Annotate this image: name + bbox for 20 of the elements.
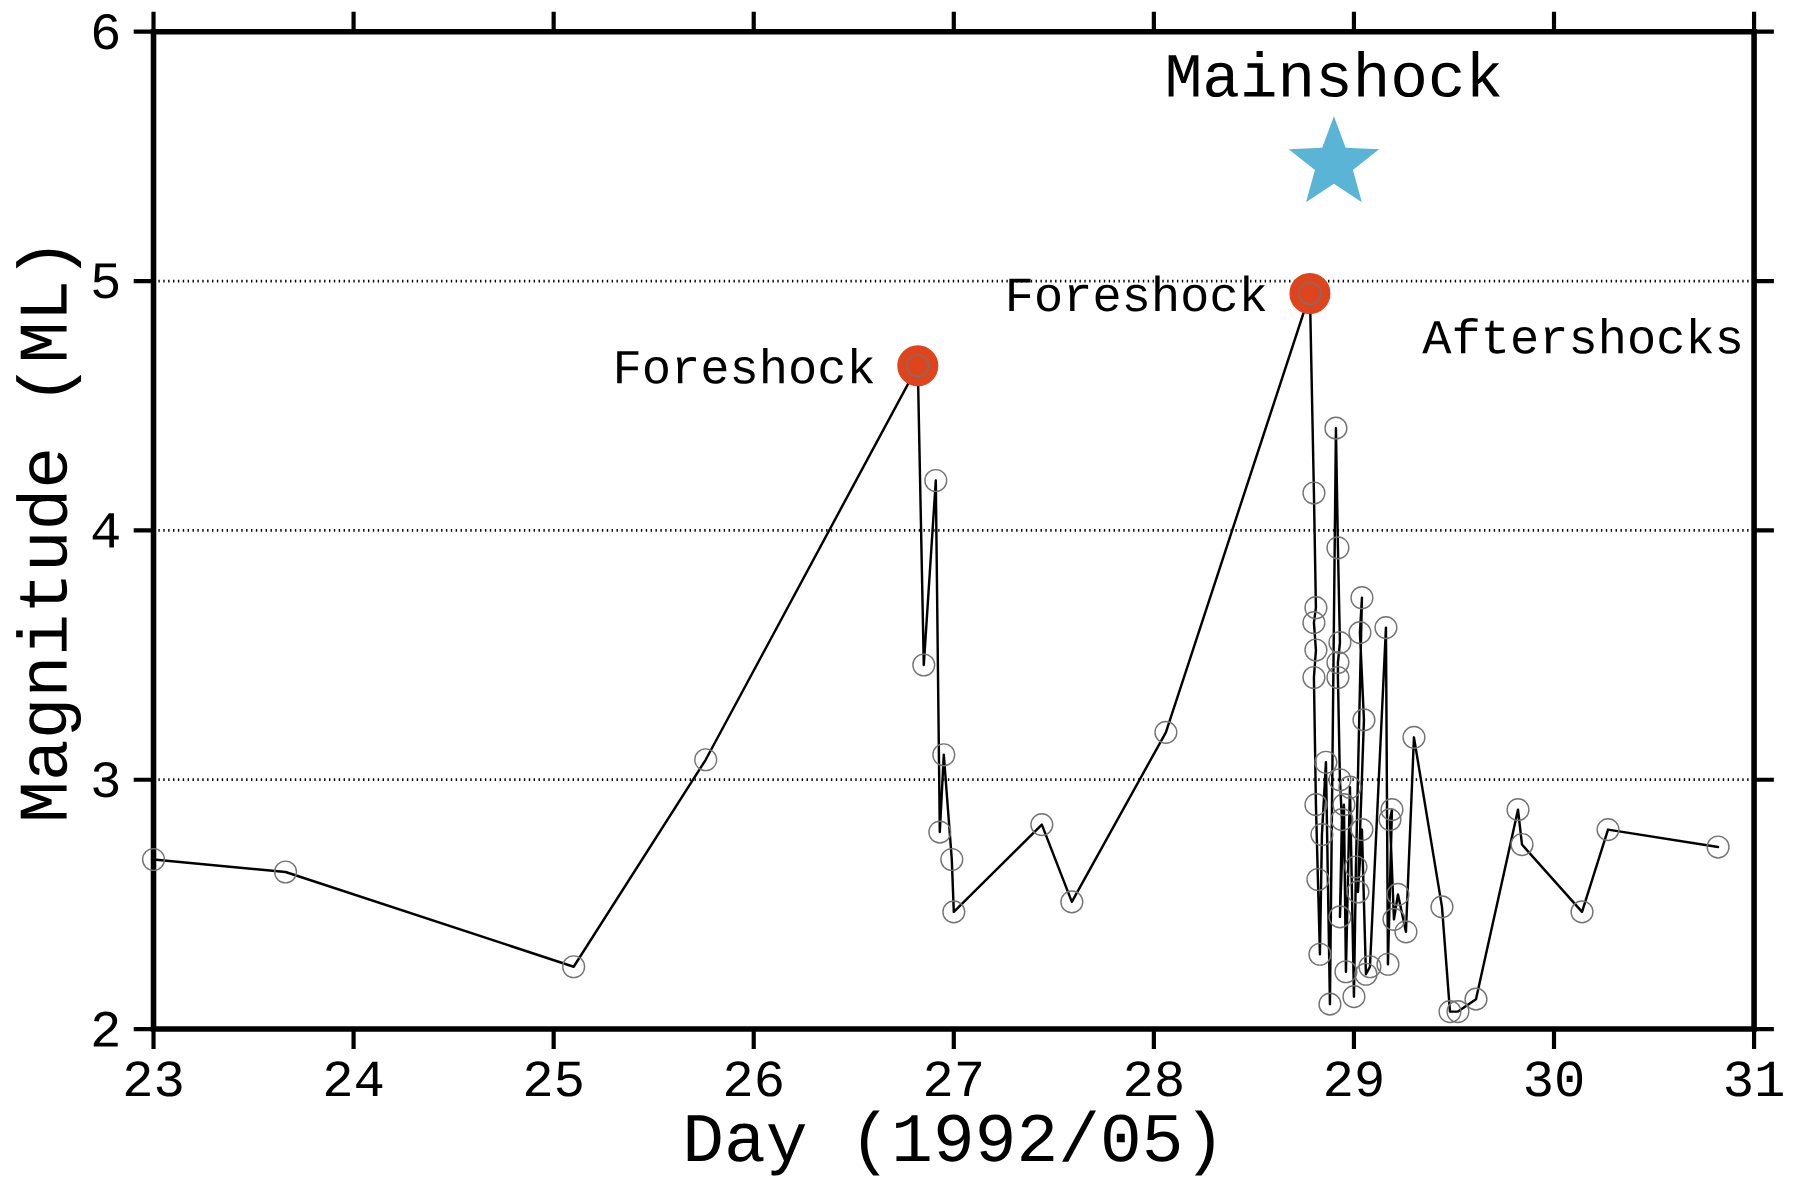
y-axis-title: Magnitude (ML) [16, 249, 82, 819]
x-tick-label: 27 [926, 1061, 982, 1097]
annotation: Foreshock [617, 347, 874, 384]
y-tick-label: 2 [93, 1011, 118, 1047]
x-axis-title: Day (1992/05) [687, 1110, 1214, 1176]
annotation: Aftershocks [1422, 317, 1740, 354]
x-tick-label: 26 [726, 1061, 782, 1097]
y-tick-label: 6 [93, 13, 119, 50]
x-tick-label: 31 [1726, 1061, 1783, 1097]
x-tick-label: 24 [325, 1061, 383, 1097]
x-tick-label: 29 [1326, 1061, 1382, 1097]
x-tick-label: 28 [1126, 1061, 1182, 1097]
y-tick-label: 4 [92, 513, 119, 548]
y-tick-label: 3 [93, 761, 119, 798]
annotation: Foreshock [1009, 275, 1266, 312]
x-tick-label: 23 [125, 1061, 182, 1097]
y-tick-label: 5 [93, 263, 119, 299]
x-tick-label: 30 [1525, 1061, 1583, 1097]
x-tick-label: 25 [525, 1061, 582, 1097]
annotation: Mainshock [1168, 50, 1500, 98]
